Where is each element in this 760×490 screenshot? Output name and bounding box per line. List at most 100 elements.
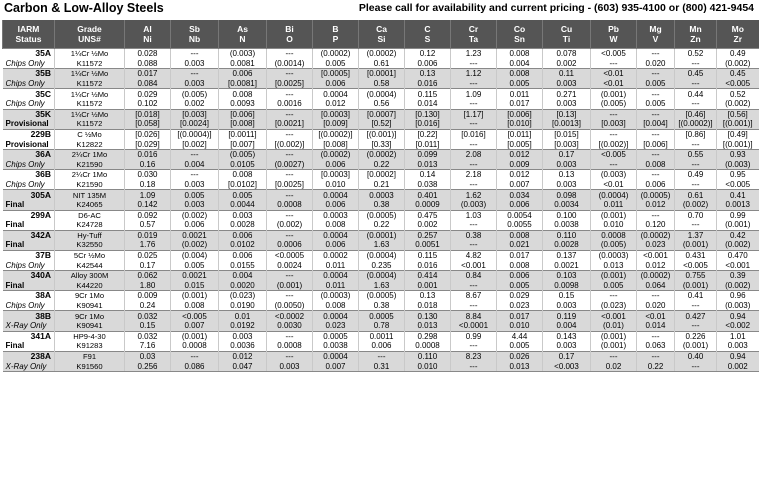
table-row-secondary: Provisional K12822 [0.029] [0.002] [0.007][(… [3,139,759,150]
element-value: 0.032 [124,330,171,342]
element-value: 0.0020 [218,280,267,291]
element-value: 0.11 [542,68,591,79]
element-value: (0.0014) [266,58,313,69]
element-value: 0.03 [124,350,171,362]
element-value: 0.13 [404,68,451,79]
column-header: Pb W [590,20,637,49]
element-value: 0.002 [404,220,451,231]
element-value: [0.008] [218,119,267,130]
element-value: --- [266,169,313,180]
element-value: (0.0002) [358,148,405,160]
element-value: --- [266,128,313,140]
element-value: --- [170,47,219,59]
column-header: As N [218,20,267,49]
column-header-bottom: UNS# [78,34,101,44]
element-value: 0.006 [358,341,405,352]
element-value: 0.0006 [266,240,313,251]
element-value: (0.002) [674,199,717,210]
element-value: 0.470 [716,249,759,261]
element-value: --- [266,88,313,99]
element-value: <0.0001 [450,321,497,332]
element-value: 1.37 [674,229,717,241]
element-value: (0.003) [450,199,497,210]
element-value: (0.002) [170,240,219,251]
element-value: --- [450,240,497,251]
column-header: Mg V [636,20,675,49]
element-value: 0.271 [542,88,591,99]
element-value: (0.003) [716,300,759,311]
element-value: 0.006 [312,159,359,170]
status: Chips Only [2,159,55,170]
element-value: (0.002) [716,58,759,69]
element-value: 0.52 [716,88,759,99]
uns-number: K44220 [54,280,125,291]
element-value: 0.137 [542,249,591,261]
element-value: 0.006 [496,199,543,210]
element-value: 0.012 [636,199,675,210]
uns-number: K32550 [54,240,125,251]
element-value: (0.0002) [636,229,675,241]
status: Chips Only [5,99,45,109]
element-value: 0.0030 [266,321,313,332]
element-value: 0.0008 [404,341,451,352]
element-value: 0.15 [542,290,591,301]
element-value: 0.017 [496,310,543,322]
iarm-id: 35C [2,88,55,99]
column-header-top: Sb [189,23,200,34]
element-value: --- [674,98,717,110]
element-value: 0.61 [358,58,405,69]
element-value: [0.016] [450,128,497,140]
element-value: 0.0016 [266,98,313,110]
element-value: 7.16 [124,341,171,352]
element-value: --- [450,361,497,373]
element-value: 0.025 [124,249,171,261]
element-value: 0.008 [218,88,267,99]
element-value: --- [590,108,637,120]
element-value: 0.0005 [312,330,359,342]
element-value: 0.0036 [218,341,267,352]
uns-number: K91283 [54,341,125,352]
element-value: --- [674,361,717,373]
element-value: 0.17 [542,148,591,160]
element-value: 0.017 [124,68,171,79]
element-value: 0.008 [496,68,543,79]
element-value: 0.45 [674,68,717,79]
element-value: --- [170,68,219,79]
element-value: [0.0002] [358,169,405,180]
status: Final [2,240,55,251]
element-value: 0.003 [542,159,591,170]
column-header: Ca Si [358,20,405,49]
element-value: 0.003 [542,179,591,190]
element-value: 0.013 [404,159,451,170]
table-row-secondary: Final K91283 7.16 0.0008 0.0036 0.0008 0.0038 0… [3,341,759,352]
element-value: 0.41 [674,290,717,301]
status: Chips Only [2,78,55,89]
element-value: 0.006 [170,220,219,231]
element-value: (0.0004) [590,189,637,200]
element-value: 0.56 [358,98,405,110]
uns-number: K21590 [54,159,125,170]
grade: Hy-Tuff [54,229,125,241]
element-value: (0.023) [218,290,267,301]
table-row: 340A Alloy 300M 0.062 0.0021 0.004 --- 0.0004(… [2,270,759,281]
iarm-id: 342A [2,229,55,241]
grade: D6-AC [54,209,125,221]
element-value: 0.0005 [358,310,405,322]
element-value: 0.016 [404,78,451,89]
status: Final [2,280,55,291]
element-value: 0.004 [496,58,543,69]
table-row: 341A HP9-4-30 0.032 (0.001) 0.003 --- 0.0005 0.… [2,330,759,342]
table-row: 35C 1¼Cr ½Mo 0.029 (0.005) 0.008 --- 0.0004 (0.… [2,88,759,99]
element-value: 0.115 [404,249,451,261]
element-value: 0.427 [674,310,717,322]
element-value: --- [636,108,675,120]
element-value: [0.006] [218,108,267,120]
table-row-secondary: Final K32550 1.76 (0.002) 0.0102 0.0006 0.006 1… [2,240,759,251]
table-row: 305A NIT 135M 1.09 0.005 0.005 --- 0.0004 0.000… [2,189,759,200]
element-value: [0.52] [358,119,405,130]
element-value: 0.009 [496,159,543,170]
element-value: [0.0025] [266,179,313,190]
element-value: 0.011 [496,88,543,99]
element-value: [0.002] [170,139,219,150]
element-value: [0.011] [496,128,543,140]
